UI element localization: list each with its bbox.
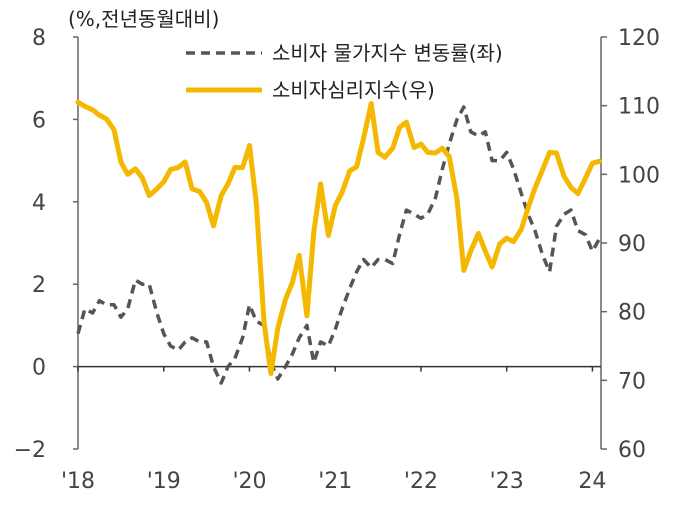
series-layer — [75, 99, 602, 385]
right-tick-label: 100 — [618, 163, 660, 188]
legend-label-csi: 소비자심리지수(우) — [272, 78, 435, 102]
x-tick-label: '19 — [147, 469, 181, 494]
left-tick-label: 6 — [32, 108, 46, 133]
x-tick-label: '22 — [404, 469, 438, 494]
series-line-cpi — [76, 105, 601, 385]
series-line-csi — [75, 99, 602, 376]
x-tick-label: '21 — [318, 469, 352, 494]
left-tick-label: 4 — [32, 191, 46, 216]
x-tick-label: 24 — [578, 469, 606, 494]
right-tick-label: 110 — [618, 95, 660, 120]
left-tick-label: 2 — [32, 273, 46, 298]
x-tick-label: '20 — [232, 469, 266, 494]
unit-label-group: (%,전년동월대비) — [68, 7, 219, 31]
left-tick-label: −2 — [14, 438, 46, 463]
right-tick-label: 120 — [618, 26, 660, 51]
left-tick-label: 0 — [32, 356, 46, 381]
right-tick-label: 80 — [618, 301, 646, 326]
left-axis-unit-label: (%,전년동월대비) — [68, 7, 219, 31]
x-tick-label: '18 — [61, 469, 95, 494]
right-tick-label: 90 — [618, 232, 646, 257]
right-tick-label: 70 — [618, 369, 646, 394]
legend: 소비자 물가지수 변동률(좌) 소비자심리지수(우) — [186, 41, 503, 102]
right-tick-label: 60 — [618, 438, 646, 463]
x-tick-label: '23 — [490, 469, 524, 494]
left-tick-label: 8 — [32, 26, 46, 51]
legend-label-cpi: 소비자 물가지수 변동률(좌) — [272, 41, 503, 65]
